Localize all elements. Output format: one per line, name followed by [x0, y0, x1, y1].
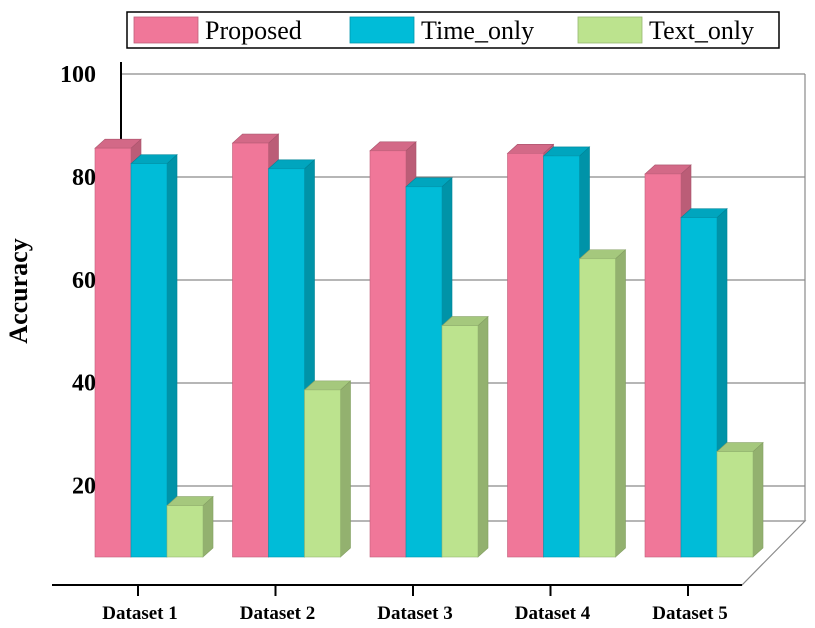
- bar-text_only-3: [441, 315, 489, 558]
- legend-label-text_only: Text_only: [649, 16, 754, 45]
- bar-text_only-5: [716, 441, 764, 558]
- bars: [94, 133, 764, 558]
- legend: Proposed Time_only Text_only: [126, 11, 780, 49]
- labels: Accuracy 20 40 60 80 100 Dataset 1 Dataset 2 Da…: [4, 62, 728, 624]
- x-tick-label-2: Dataset 2: [240, 603, 315, 624]
- y-axis-label: Accuracy: [4, 238, 33, 343]
- bar-text_only-2: [303, 380, 352, 558]
- legend-swatch-proposed: [133, 16, 199, 44]
- legend-label-proposed: Proposed: [205, 16, 302, 45]
- y-tick-label-20: 20: [72, 474, 96, 500]
- legend-swatch-text_only: [577, 16, 643, 44]
- y-tick-label-60: 60: [72, 268, 96, 294]
- legend-label-time_only: Time_only: [421, 16, 534, 45]
- y-tick-label-100: 100: [60, 62, 96, 88]
- legend-swatch-time_only: [349, 16, 415, 44]
- bar-time_only-1: [130, 153, 178, 558]
- bar-text_only-4: [578, 249, 627, 558]
- y-tick-label-40: 40: [72, 371, 96, 397]
- bar-text_only-1: [166, 495, 214, 558]
- x-tick-label-1: Dataset 1: [102, 603, 177, 624]
- bar-time_only-2: [267, 159, 316, 558]
- legend-box: [126, 11, 780, 49]
- x-tick-label-3: Dataset 3: [377, 603, 452, 624]
- x-tick-label-4: Dataset 4: [515, 603, 591, 624]
- y-tick-label-80: 80: [72, 165, 96, 191]
- x-tick-label-5: Dataset 5: [652, 603, 727, 624]
